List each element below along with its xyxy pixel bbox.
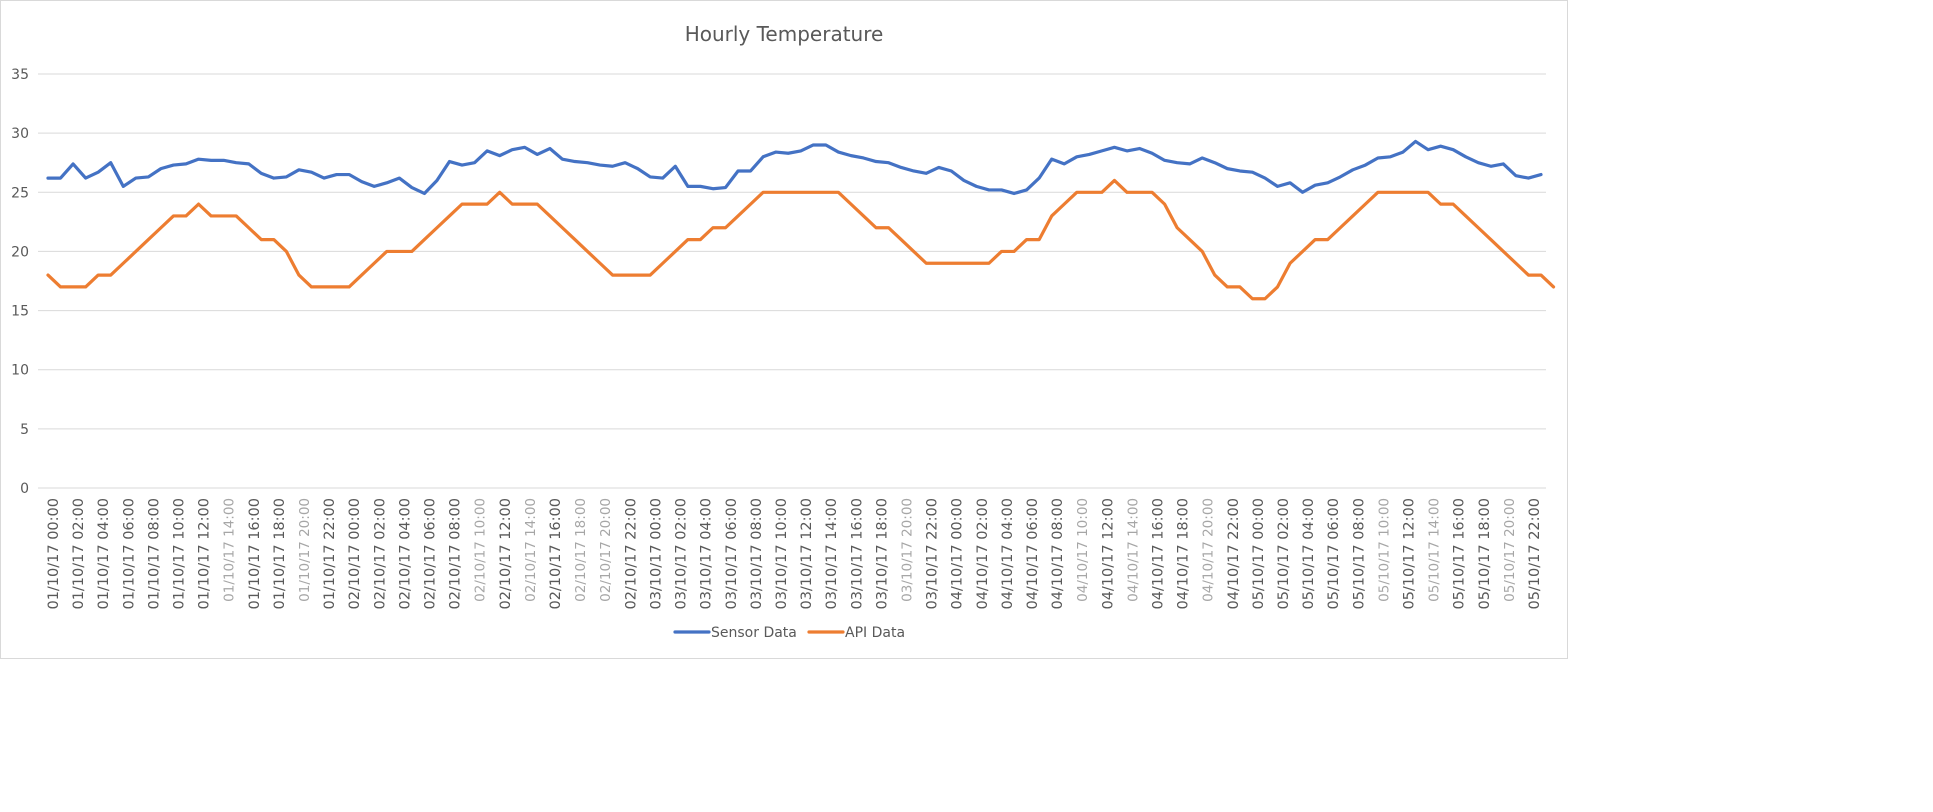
x-tick-label: 01/10/17 02:00: [71, 498, 87, 610]
x-tick-label: 03/10/17 02:00: [674, 498, 690, 610]
x-tick-label: 02/10/17 08:00: [448, 498, 464, 610]
x-tick-label: 01/10/17 04:00: [96, 498, 112, 610]
x-tick-label: 03/10/17 18:00: [874, 498, 890, 610]
x-tick-label: 04/10/17 08:00: [1050, 498, 1066, 610]
x-tick-label: 03/10/17 12:00: [799, 498, 815, 610]
x-tick-label: 05/10/17 22:00: [1527, 498, 1543, 610]
x-tick-label: 03/10/17 10:00: [774, 498, 790, 610]
chart-title: Hourly Temperature: [685, 22, 884, 46]
x-tick-label: 02/10/17 22:00: [623, 498, 639, 610]
x-tick-label: 03/10/17 00:00: [648, 498, 664, 610]
x-tick-label: 03/10/17 20:00: [899, 498, 915, 602]
x-tick-label: 05/10/17 00:00: [1251, 498, 1267, 610]
series-line-api-data: [46, 178, 1556, 301]
x-tick-label: 01/10/17 12:00: [197, 498, 213, 610]
y-axis-ticks: 0 5 10 15 20 25 30 35: [11, 67, 29, 497]
x-tick-label: 04/10/17 16:00: [1150, 498, 1166, 610]
series-line-sensor-data: [46, 139, 1543, 196]
x-tick-label: 05/10/17 02:00: [1276, 498, 1292, 610]
y-tick-label: 30: [11, 126, 29, 142]
x-tick-label: 05/10/17 10:00: [1376, 498, 1392, 602]
legend-label-api-data: API Data: [845, 625, 905, 641]
x-tick-label: 02/10/17 16:00: [548, 498, 564, 610]
x-tick-label: 04/10/17 12:00: [1100, 498, 1116, 610]
chart-frame: Hourly Temperature 0 5 10 15 20 25 30 35 01/10/…: [0, 0, 1568, 659]
x-tick-label: 01/10/17 10:00: [172, 498, 188, 610]
x-tick-label: 01/10/17 08:00: [146, 498, 162, 610]
series-lines: [46, 139, 1556, 301]
x-tick-label: 01/10/17 18:00: [272, 498, 288, 610]
y-tick-label: 10: [11, 363, 29, 379]
x-tick-label: 04/10/17 04:00: [1000, 498, 1016, 610]
x-tick-label: 05/10/17 20:00: [1502, 498, 1518, 602]
x-tick-label: 02/10/17 10:00: [473, 498, 489, 602]
x-tick-label: 04/10/17 22:00: [1226, 498, 1242, 610]
x-tick-label: 04/10/17 10:00: [1075, 498, 1091, 602]
x-tick-label: 05/10/17 14:00: [1427, 498, 1443, 602]
x-tick-label: 02/10/17 12:00: [498, 498, 514, 610]
x-tick-label: 03/10/17 08:00: [749, 498, 765, 610]
x-tick-label: 05/10/17 08:00: [1351, 498, 1367, 610]
y-tick-label: 35: [11, 67, 29, 83]
x-tick-label: 04/10/17 18:00: [1176, 498, 1192, 610]
x-tick-label: 03/10/17 06:00: [724, 498, 740, 610]
line-chart: Hourly Temperature 0 5 10 15 20 25 30 35 01/10/…: [11, 22, 1556, 641]
x-tick-label: 05/10/17 16:00: [1452, 498, 1468, 610]
x-tick-label: 04/10/17 02:00: [975, 498, 991, 610]
y-tick-label: 20: [11, 244, 29, 260]
y-tick-label: 25: [11, 185, 29, 201]
x-tick-label: 04/10/17 06:00: [1025, 498, 1041, 610]
x-tick-label: 01/10/17 14:00: [222, 498, 238, 602]
x-tick-label: 02/10/17 18:00: [573, 498, 589, 602]
x-tick-label: 01/10/17 16:00: [247, 498, 263, 610]
x-tick-label: 05/10/17 18:00: [1477, 498, 1493, 610]
x-tick-label: 02/10/17 20:00: [598, 498, 614, 602]
x-tick-label: 02/10/17 06:00: [423, 498, 439, 610]
y-tick-label: 5: [20, 422, 29, 438]
x-tick-label: 01/10/17 22:00: [322, 498, 338, 610]
x-tick-label: 03/10/17 16:00: [849, 498, 865, 610]
x-tick-label: 05/10/17 06:00: [1326, 498, 1342, 610]
gridlines: [38, 73, 1546, 489]
x-tick-label: 02/10/17 14:00: [523, 498, 539, 602]
x-tick-label: 04/10/17 20:00: [1201, 498, 1217, 602]
x-tick-label: 02/10/17 02:00: [372, 498, 388, 610]
x-tick-label: 05/10/17 12:00: [1401, 498, 1417, 610]
x-tick-label: 01/10/17 06:00: [121, 498, 137, 610]
y-tick-label: 15: [11, 304, 29, 320]
x-tick-label: 01/10/17 20:00: [297, 498, 313, 602]
x-tick-label: 03/10/17 14:00: [824, 498, 840, 610]
x-tick-label: 05/10/17 04:00: [1301, 498, 1317, 610]
x-tick-label: 01/10/17 00:00: [46, 498, 62, 610]
x-axis-ticks: 01/10/17 00:00 01/10/17 02:00 01/10/17 04:…: [46, 498, 1543, 610]
x-tick-label: 03/10/17 22:00: [925, 498, 941, 610]
x-tick-label: 02/10/17 00:00: [347, 498, 363, 610]
x-tick-label: 04/10/17 00:00: [950, 498, 966, 610]
x-tick-label: 03/10/17 04:00: [699, 498, 715, 610]
y-tick-label: 0: [20, 481, 29, 497]
x-tick-label: 04/10/17 14:00: [1125, 498, 1141, 602]
legend: Sensor Data API Data: [673, 625, 905, 641]
legend-label-sensor-data: Sensor Data: [711, 625, 797, 641]
x-tick-label: 02/10/17 04:00: [397, 498, 413, 610]
